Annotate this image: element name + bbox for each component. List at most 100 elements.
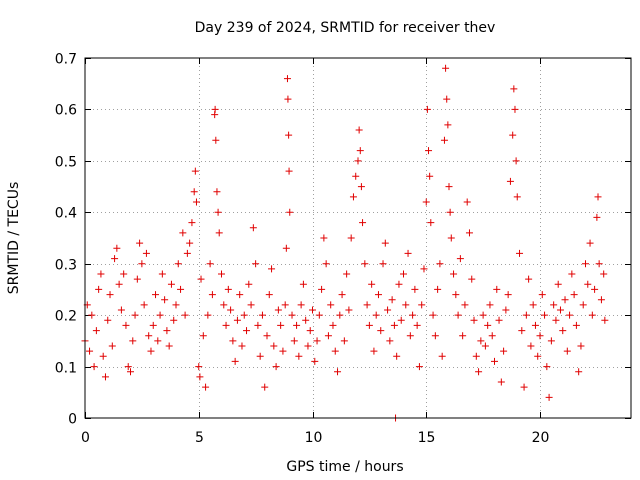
data-point <box>261 383 269 391</box>
data-point <box>211 105 219 113</box>
data-point <box>202 383 210 391</box>
data-point <box>484 321 492 329</box>
y-tick-label: 0.5 <box>55 155 77 171</box>
data-point <box>502 306 510 314</box>
data-point <box>290 337 298 345</box>
data-point <box>506 177 514 185</box>
data-point <box>431 332 439 340</box>
data-point <box>304 342 312 350</box>
data-point <box>436 260 444 268</box>
data-point <box>196 373 204 381</box>
data-point <box>601 316 609 324</box>
data-point <box>111 255 119 263</box>
data-point <box>454 311 462 319</box>
data-point <box>286 208 294 216</box>
data-point <box>420 265 428 273</box>
data-point <box>142 249 150 257</box>
gridlines <box>85 58 631 418</box>
data-point <box>231 357 239 365</box>
data-point <box>147 347 155 355</box>
y-tick-label: 0.3 <box>55 258 77 274</box>
data-point <box>172 301 180 309</box>
data-point <box>145 332 153 340</box>
data-point <box>214 208 222 216</box>
data-point <box>488 332 496 340</box>
data-point <box>429 311 437 319</box>
data-point <box>600 270 608 278</box>
data-point <box>284 95 292 103</box>
x-tick-label: 10 <box>305 430 323 446</box>
data-point <box>415 363 423 371</box>
data-point <box>101 373 109 381</box>
data-point <box>252 260 260 268</box>
data-point <box>500 347 508 355</box>
data-point <box>215 229 223 237</box>
data-point <box>468 275 476 283</box>
data-point <box>285 167 293 175</box>
data-point <box>477 337 485 345</box>
data-point <box>504 291 512 299</box>
data-point <box>463 198 471 206</box>
data-point <box>440 136 448 144</box>
data-point <box>363 301 371 309</box>
data-point <box>156 311 164 319</box>
data-point <box>556 306 564 314</box>
data-point <box>397 316 405 324</box>
data-point <box>315 311 323 319</box>
data-point <box>263 332 271 340</box>
data-point <box>152 291 160 299</box>
data-point <box>122 321 130 329</box>
data-point <box>336 311 344 319</box>
data-point <box>531 321 539 329</box>
data-point <box>222 321 230 329</box>
data-point <box>510 85 518 93</box>
data-point <box>247 301 255 309</box>
data-point <box>288 311 296 319</box>
data-point <box>520 383 528 391</box>
data-point <box>218 270 225 278</box>
data-point <box>513 193 521 201</box>
data-point <box>240 311 248 319</box>
x-tick-label: 0 <box>81 430 90 446</box>
data-point <box>281 301 289 309</box>
data-point <box>577 342 585 350</box>
y-axis-label: SRMTID / TECUs <box>6 182 22 295</box>
data-point <box>572 321 580 329</box>
data-point <box>104 316 112 324</box>
data-point <box>208 291 216 299</box>
data-point <box>347 234 355 242</box>
data-point <box>224 285 232 293</box>
data-point <box>445 183 453 191</box>
data-point <box>277 321 285 329</box>
data-point <box>497 378 505 386</box>
data-point <box>299 280 307 288</box>
data-point <box>511 105 519 113</box>
data-point <box>183 249 191 257</box>
data-point <box>95 285 103 293</box>
data-point <box>418 301 426 309</box>
y-tick-label: 0.2 <box>55 309 77 325</box>
data-point <box>522 311 530 319</box>
data-point <box>197 275 205 283</box>
data-point <box>149 321 157 329</box>
data-point <box>409 311 417 319</box>
x-tick-label: 20 <box>532 430 550 446</box>
data-point <box>167 280 175 288</box>
data-point <box>97 270 105 278</box>
data-point <box>422 198 430 206</box>
data-point <box>550 301 558 309</box>
data-point <box>136 239 144 247</box>
data-point <box>595 260 603 268</box>
data-point <box>465 229 473 237</box>
data-point <box>434 285 442 293</box>
data-point <box>204 311 212 319</box>
data-point <box>92 327 100 335</box>
data-point <box>444 121 452 129</box>
data-point <box>379 260 387 268</box>
data-point <box>212 136 220 144</box>
data-points <box>81 64 609 422</box>
data-point <box>334 368 342 376</box>
data-point <box>320 234 328 242</box>
data-point <box>265 291 273 299</box>
